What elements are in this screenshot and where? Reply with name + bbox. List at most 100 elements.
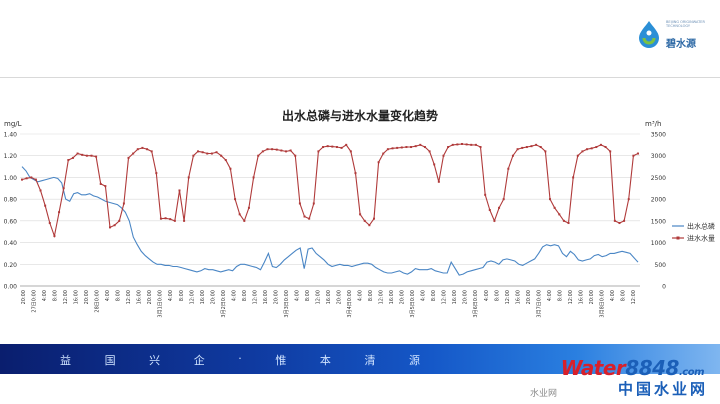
series-inflow-marker [456, 143, 459, 146]
series-inflow-marker [572, 176, 575, 179]
x-tick-label: 12:00 [379, 290, 385, 304]
series-tp-line [21, 166, 639, 276]
series-inflow-marker [493, 219, 496, 222]
company-logo: BEIJING ORIGINWATER TECHNOLOGY 碧水源 [636, 18, 712, 50]
y-right-tick-label: 0 [662, 284, 666, 291]
series-inflow-marker [479, 146, 482, 149]
slogan-char: 国 [104, 354, 116, 367]
series-inflow-marker [183, 219, 186, 222]
series-inflow-marker [243, 219, 246, 222]
series-inflow-marker [386, 148, 389, 151]
series-inflow-marker [39, 189, 42, 192]
x-tick-label: 8:00 [557, 290, 563, 301]
series-inflow-marker [335, 146, 338, 149]
x-tick-label: 16:00 [515, 290, 521, 304]
slogan-char: 兴 [149, 354, 161, 367]
series-inflow-marker [173, 219, 176, 222]
series-inflow-marker [192, 154, 195, 157]
slogan-char: 源 [409, 354, 420, 367]
series-inflow-marker [599, 143, 602, 146]
series-inflow-marker [405, 146, 408, 149]
series-inflow-marker [99, 182, 102, 185]
series-inflow-marker [623, 219, 626, 222]
series-inflow-marker [90, 154, 93, 157]
slogan-char: 清 [364, 354, 376, 367]
series-inflow-marker [618, 222, 621, 225]
x-tick-label: 3月4日0:00 [347, 290, 353, 318]
x-tick-label: 3月2日0:00 [221, 290, 227, 318]
x-tick-label: 16:00 [578, 290, 584, 304]
x-tick-label: 8:00 [431, 290, 437, 301]
y-left-axis: 0.00 0.20 0.40 0.60 0.80 1.00 1.20 1.40 [4, 132, 18, 291]
x-tick-label: 12:00 [505, 290, 511, 304]
slogan-char: 企 [193, 354, 205, 367]
series-inflow-marker [354, 172, 357, 175]
series-inflow-marker [595, 146, 598, 149]
series-inflow-marker [280, 149, 283, 152]
y-right-tick-label: 2000 [651, 197, 666, 204]
x-tick-label: 8:00 [305, 290, 311, 301]
series-inflow-marker [62, 187, 65, 190]
series-inflow-marker [71, 156, 74, 159]
series-inflow-marker [322, 146, 325, 149]
series-inflow-marker [298, 202, 301, 205]
x-tick-label: 12:00 [63, 290, 69, 304]
series-inflow-marker [340, 146, 343, 149]
x-tick-label: 8:00 [368, 290, 374, 301]
series-inflow-marker [632, 154, 635, 157]
series-inflow-marker [368, 224, 371, 227]
x-tick-label: 20:00 [400, 290, 406, 304]
series-inflow-marker [303, 215, 306, 218]
series-inflow-marker [562, 219, 565, 222]
series-inflow-marker [58, 211, 61, 214]
x-tick-label: 4:00 [358, 290, 364, 301]
series-inflow-line [21, 143, 639, 239]
x-tick-label: 3月6日0:00 [473, 290, 479, 318]
series-inflow-marker [95, 155, 98, 158]
y-right-tick-label: 1500 [651, 218, 666, 225]
series-inflow-marker [275, 148, 278, 151]
series-inflow-marker [247, 206, 250, 209]
series-inflow-marker [604, 146, 607, 149]
watermark-cn: 中国水业网 [617, 380, 708, 398]
series-inflow-marker [345, 143, 348, 146]
series-inflow-marker [141, 146, 144, 149]
logo-name: 碧水源 [666, 39, 696, 50]
series-inflow-marker [67, 159, 70, 162]
grid-lines [20, 133, 640, 287]
series-inflow-marker [637, 152, 639, 155]
x-tick-label: 4:00 [421, 290, 427, 301]
series-inflow-marker [127, 156, 130, 159]
series-inflow-marker [349, 150, 352, 153]
legend-swatch-marker [676, 236, 680, 240]
y-left-tick-label: 0.20 [4, 262, 18, 269]
x-tick-label: 20:00 [526, 290, 532, 304]
series-inflow-marker [609, 150, 612, 153]
x-tick-label: 8:00 [620, 290, 626, 301]
series-inflow-marker [451, 143, 454, 146]
x-axis-ticks: 20:00 27日0:00 4:00 8:00 12:00 16:00 20:00 28日0:… [21, 290, 637, 318]
series-inflow-marker [507, 167, 510, 170]
x-tick-label: 20:00 [273, 290, 279, 304]
x-tick-label: 3月7日0:00 [536, 290, 542, 318]
series-inflow-marker [535, 143, 538, 146]
series-inflow-marker [613, 219, 616, 222]
series-inflow-marker [261, 150, 264, 153]
slogan-banner [0, 344, 720, 374]
series-inflow-marker [238, 213, 241, 216]
y-left-tick-label: 0.80 [4, 197, 18, 204]
series-inflow-marker [104, 185, 107, 188]
series-inflow-marker [488, 209, 491, 211]
series-inflow-marker [187, 176, 190, 179]
water8848-watermark: Water8848.com [561, 356, 705, 380]
series-inflow-marker [359, 213, 362, 216]
x-tick-label: 12:00 [631, 290, 637, 304]
x-tick-label: 27日0:00 [32, 290, 38, 313]
x-tick-label: 12:00 [189, 290, 195, 304]
series-inflow-marker [220, 154, 223, 157]
series-inflow-marker [229, 167, 232, 170]
x-tick-label: 20:00 [84, 290, 90, 304]
x-tick-label: 20:00 [589, 290, 595, 304]
series-inflow-marker [312, 202, 315, 205]
x-tick-label: 8:00 [494, 290, 500, 301]
